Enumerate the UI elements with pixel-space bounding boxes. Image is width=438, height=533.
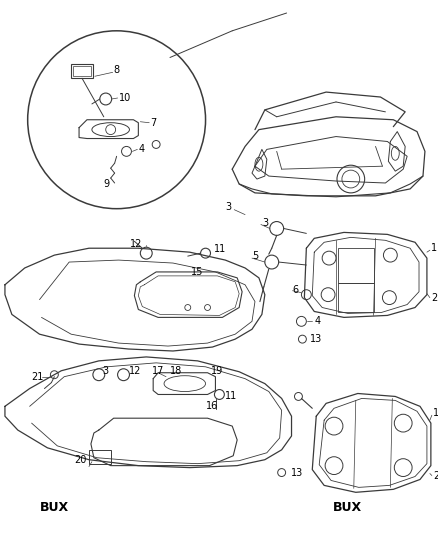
Bar — [73, 67, 91, 76]
Text: 17: 17 — [152, 366, 165, 376]
Text: 1: 1 — [433, 408, 438, 418]
Bar — [338, 283, 374, 312]
Text: 20: 20 — [74, 455, 86, 465]
Text: 3: 3 — [262, 217, 268, 228]
Text: 21: 21 — [32, 372, 44, 382]
Text: 8: 8 — [113, 66, 120, 75]
Text: 3: 3 — [103, 366, 109, 376]
Bar — [89, 450, 111, 464]
Text: 18: 18 — [170, 366, 182, 376]
Text: 2: 2 — [433, 471, 438, 481]
Text: 11: 11 — [213, 244, 226, 254]
Text: 13: 13 — [310, 334, 322, 344]
Bar — [71, 64, 93, 78]
Text: 10: 10 — [119, 93, 131, 103]
Text: 9: 9 — [104, 179, 110, 189]
Bar — [338, 248, 374, 283]
Text: 16: 16 — [205, 401, 218, 411]
Text: 5: 5 — [252, 251, 258, 261]
Text: 4: 4 — [314, 317, 320, 326]
Text: 1: 1 — [431, 243, 437, 253]
Text: 3: 3 — [225, 201, 231, 212]
Text: 15: 15 — [191, 267, 203, 277]
Text: 2: 2 — [431, 293, 437, 303]
Text: 6: 6 — [293, 285, 299, 295]
Text: 4: 4 — [138, 144, 145, 155]
Text: BUX: BUX — [40, 500, 69, 514]
Text: 11: 11 — [225, 391, 237, 401]
Text: 12: 12 — [128, 366, 141, 376]
Text: BUX: BUX — [333, 500, 362, 514]
Text: 12: 12 — [131, 239, 143, 249]
Text: 13: 13 — [290, 467, 303, 478]
Text: 19: 19 — [211, 366, 223, 376]
Text: 7: 7 — [150, 118, 156, 128]
